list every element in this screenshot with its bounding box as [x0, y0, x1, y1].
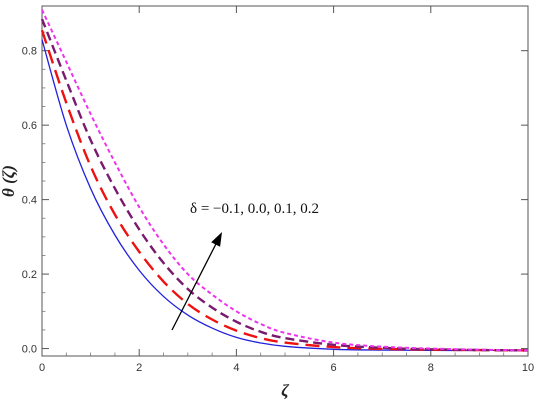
y-tick-label: 0.0 — [22, 344, 37, 356]
y-tick-label: 0.6 — [22, 120, 37, 132]
y-tick-label: 0.4 — [22, 195, 37, 207]
x-tick-label: 2 — [136, 362, 142, 374]
tick-layer: 0 2 4 6 8 10 0.0 0.2 0.4 0.6 0.8 — [22, 6, 534, 374]
x-tick-label: 6 — [331, 362, 337, 374]
x-tick-label: 0 — [39, 362, 45, 374]
x-tick-label: 10 — [522, 362, 534, 374]
series-line-3 — [41, 9, 529, 352]
series-layer — [40, 9, 529, 352]
arrow-head-icon — [211, 232, 222, 247]
y-tick-label: 0.2 — [22, 269, 37, 281]
x-axis-label: ζ — [281, 381, 289, 400]
series-line-0 — [41, 39, 528, 352]
x-tick-label: 4 — [233, 362, 239, 374]
series-line-2 — [40, 18, 529, 352]
y-tick-label: 0.8 — [22, 46, 37, 58]
annotation-layer: δ = −0.1, 0.0, 0.1, 0.2 — [171, 201, 319, 331]
x-tick-label: 8 — [428, 362, 434, 374]
delta-annotation: δ = −0.1, 0.0, 0.1, 0.2 — [190, 201, 319, 217]
increase-arrow — [171, 237, 220, 331]
plot-frame — [41, 5, 529, 357]
y-axis-label: θ (ζ) — [0, 165, 18, 197]
